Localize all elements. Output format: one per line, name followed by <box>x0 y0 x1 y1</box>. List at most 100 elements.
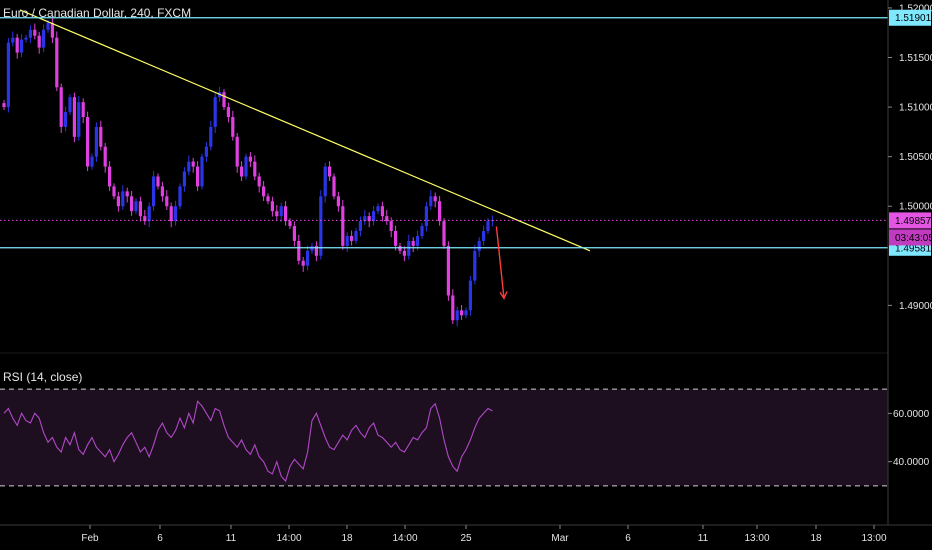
price-tag-upper-bg <box>889 9 931 26</box>
candle-body <box>319 196 323 256</box>
time-tick-label: 13:00 <box>861 533 886 544</box>
candle-body <box>152 176 156 207</box>
candle-body <box>187 161 191 172</box>
price-tick-label: 1.50500 <box>899 152 932 163</box>
candle-body <box>244 156 248 177</box>
candle-body <box>468 280 472 311</box>
time-tick-label: 13:00 <box>744 533 769 544</box>
candle-body <box>191 161 195 167</box>
candle-body <box>147 206 151 222</box>
price-tick-label: 1.50000 <box>899 202 932 213</box>
time-tick-label: 6 <box>157 533 163 544</box>
last-price-tag: 1.49857 <box>895 216 932 227</box>
candle-body <box>138 201 142 217</box>
candle-body <box>402 250 406 256</box>
candle-body <box>174 206 178 222</box>
candle-body <box>196 166 200 187</box>
candle-body <box>15 37 19 53</box>
price-tag-upper: 1.51901 <box>895 13 932 24</box>
candle-body <box>394 231 398 246</box>
candle-body <box>169 206 173 222</box>
candle-body <box>380 206 384 217</box>
candle-body <box>292 226 296 241</box>
time-tick-label: 6 <box>625 533 631 544</box>
time-tick-label: 11 <box>226 533 237 544</box>
candle-body <box>332 176 336 197</box>
candle-body <box>297 240 301 261</box>
price-tick-label: 1.52000 <box>899 3 932 14</box>
candle-body <box>363 216 367 222</box>
candle-body <box>165 196 169 207</box>
candle-body <box>121 191 125 207</box>
time-tick-label: 14:00 <box>392 533 417 544</box>
candlestick-series <box>2 18 494 327</box>
time-tick-label: 18 <box>810 533 822 544</box>
candle-body <box>345 235 349 246</box>
candle-body <box>59 87 63 127</box>
candle-body <box>464 310 468 316</box>
candle-body <box>112 186 116 197</box>
trendline[interactable] <box>19 9 591 252</box>
candle-body <box>90 156 94 167</box>
price-tick-label: 1.49000 <box>899 301 932 312</box>
countdown-tag-bg <box>889 229 931 246</box>
price-axis[interactable] <box>888 0 932 550</box>
candle-body <box>429 196 433 207</box>
candle-body <box>270 201 274 212</box>
candle-body <box>486 221 490 232</box>
candle-body <box>28 29 32 38</box>
candle-body <box>358 221 362 232</box>
candle-body <box>77 102 81 137</box>
candle-body <box>226 107 230 117</box>
candle-body <box>178 186 182 207</box>
candle-body <box>156 176 160 187</box>
candle-body <box>354 231 358 241</box>
candle-body <box>372 211 376 222</box>
candle-body <box>314 245 318 256</box>
price-tick-label: 1.51000 <box>899 103 932 114</box>
candle-body <box>42 29 46 48</box>
candle-body <box>182 171 186 187</box>
candle-body <box>143 216 147 222</box>
candle-body <box>20 39 24 53</box>
time-tick-label: Mar <box>551 533 569 544</box>
candle-body <box>209 126 213 147</box>
candle-body <box>37 35 41 48</box>
candle-body <box>108 166 112 187</box>
candle-body <box>442 221 446 246</box>
candle-body <box>266 196 270 202</box>
candle-body <box>473 250 477 281</box>
candle-body <box>125 191 129 197</box>
candle-body <box>279 206 283 217</box>
candle-body <box>389 221 393 232</box>
candle-body <box>33 29 37 36</box>
candle-body <box>438 201 442 222</box>
rsi-line <box>3 400 493 483</box>
candle-body <box>301 260 305 266</box>
candle-body <box>24 37 28 40</box>
candle-body <box>411 240 415 246</box>
candle-body <box>460 310 464 316</box>
candle-body <box>68 97 72 113</box>
candle-body <box>6 42 10 108</box>
candle-body <box>288 221 292 227</box>
candle-body <box>204 146 208 157</box>
candle-body <box>446 245 450 296</box>
candle-body <box>231 116 235 137</box>
time-tick-label: Feb <box>81 533 99 544</box>
candle-body <box>86 116 90 167</box>
candle-body <box>130 196 134 212</box>
candle-body <box>482 231 486 241</box>
candle-body <box>376 206 380 212</box>
candle-body <box>275 211 279 217</box>
candle-body <box>134 201 138 212</box>
candle-body <box>306 250 310 266</box>
candle-body <box>50 22 54 38</box>
time-axis[interactable]: Feb 6 11 14:00 18 14:00 25 Mar 6 11 13:00 18 13:00 <box>81 525 887 544</box>
candle-body <box>72 97 76 137</box>
candle-body <box>350 235 354 241</box>
candle-body <box>103 146 107 167</box>
rsi-label: RSI (14, close) <box>3 370 83 384</box>
candle-body <box>2 103 6 108</box>
